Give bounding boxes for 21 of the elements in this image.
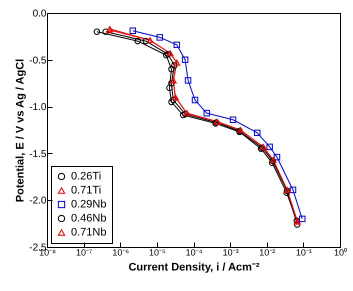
y-tick-label: -2.0 (29, 196, 47, 207)
y-tick-label: -1.0 (29, 102, 47, 114)
x-tick-label: 10⁻⁵ (149, 248, 166, 258)
x-tick-label: 10⁻⁴ (186, 248, 203, 258)
legend-label: 0.71Nb (71, 226, 106, 238)
legend-label: 0.29Nb (71, 198, 106, 210)
y-tick-label: 0.0 (32, 8, 47, 20)
x-tick-label: 10⁻¹ (296, 248, 312, 258)
legend-label: 0.71Ti (71, 184, 102, 196)
legend-label: 0.26Ti (71, 170, 102, 182)
y-tick-label: -0.5 (29, 55, 47, 66)
x-tick-label: 10⁻³ (222, 248, 239, 258)
x-axis-title: Current Density, i / Acm⁻² (128, 262, 260, 274)
x-tick-label: 10⁰ (334, 248, 348, 258)
x-tick-label: 10⁻² (259, 248, 276, 258)
x-tick-label: 10⁻⁸ (39, 248, 56, 258)
y-axis-title: Potential, E / V vs Ag / AgCl (14, 58, 26, 202)
legend-label: 0.46Nb (71, 212, 106, 224)
x-tick-label: 10⁻⁷ (76, 248, 92, 258)
x-tick-label: 10⁻⁶ (112, 248, 130, 258)
y-tick-label: -1.5 (29, 148, 47, 160)
